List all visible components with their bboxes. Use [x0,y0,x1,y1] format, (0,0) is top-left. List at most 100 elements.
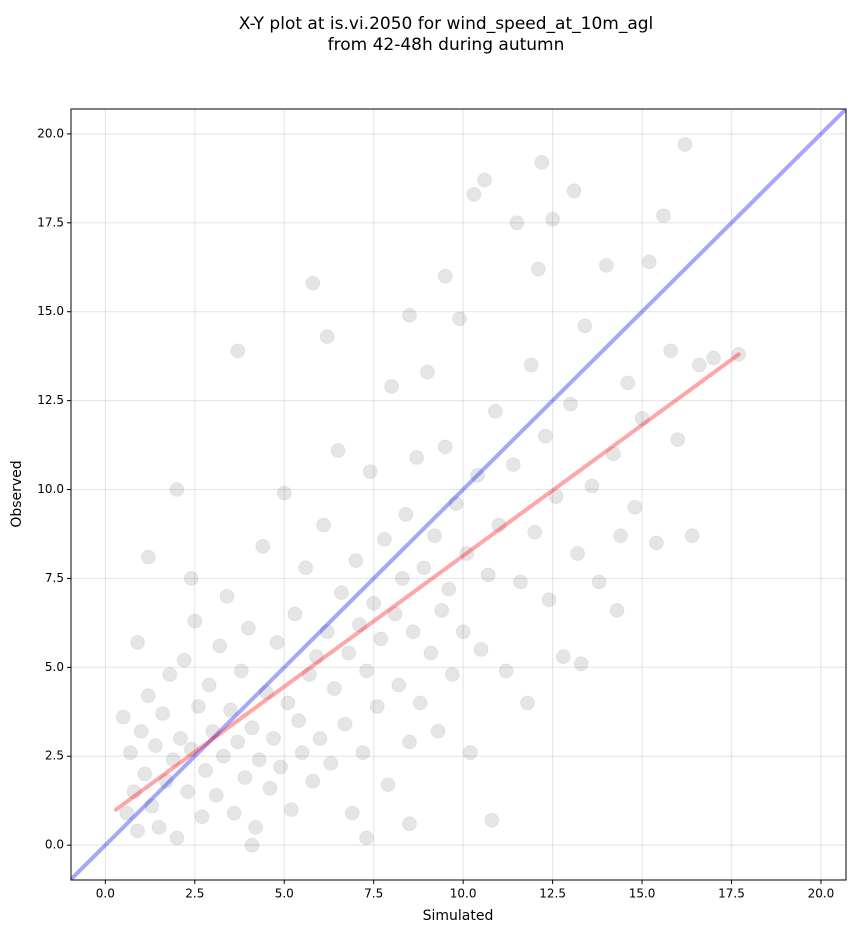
point [212,638,228,654]
point [444,666,460,682]
point [648,535,664,551]
point [398,506,414,522]
point [237,770,253,786]
point [230,343,246,359]
point [373,631,389,647]
point [165,752,181,768]
plot-area [71,109,846,880]
point [183,570,199,586]
point [330,442,346,458]
point [401,816,417,832]
point [613,528,629,544]
reference-line [71,109,846,880]
point [416,560,432,576]
point [523,357,539,373]
point [205,723,221,739]
point [520,695,536,711]
point [244,720,260,736]
point [509,215,525,231]
y-tick-label: 10.0 [37,482,64,496]
x-tick-label: 7.5 [364,887,383,901]
point [448,496,464,512]
point [319,329,335,345]
point [115,709,131,725]
point [562,396,578,412]
point [570,546,586,562]
point [183,741,199,757]
point [423,645,439,661]
y-tick-label: 0.0 [45,838,64,852]
grid [71,109,846,880]
x-tick-label: 15.0 [629,887,656,901]
point [130,634,146,650]
point [308,649,324,665]
point [527,524,543,540]
point [305,275,321,291]
point [477,172,493,188]
point [462,745,478,761]
point [684,528,700,544]
point [130,823,146,839]
point [441,581,457,597]
y-tick-label: 15.0 [37,304,64,318]
y-tick-label: 17.5 [37,215,64,229]
point [512,574,528,590]
point [333,585,349,601]
point [151,819,167,835]
point [226,805,242,821]
point [405,624,421,640]
x-tick-label: 0.0 [96,887,115,901]
point [341,645,357,661]
point [169,482,185,498]
point [119,805,135,821]
point [427,528,443,544]
point [219,588,235,604]
point [573,656,589,672]
point [190,698,206,714]
point [401,734,417,750]
point [258,684,274,700]
point [291,713,307,729]
point [244,837,260,853]
x-tick-label: 17.5 [718,887,745,901]
point [230,734,246,750]
point [663,343,679,359]
axes-frame [70,108,847,881]
point [319,624,335,640]
point [409,450,425,466]
point [294,745,310,761]
point [484,812,500,828]
point [394,570,410,586]
point [355,745,371,761]
point [137,766,153,782]
point [266,730,282,746]
point [362,464,378,480]
x-tick-label: 12.5 [539,887,566,901]
x-tick-label: 5.0 [275,887,294,901]
point [133,723,149,739]
point [577,318,593,334]
point [255,538,271,554]
point [201,677,217,693]
point [537,428,553,444]
point [384,378,400,394]
point [459,546,475,562]
point [670,432,686,448]
point [369,698,385,714]
point [359,830,375,846]
point [656,208,672,224]
point [276,485,292,501]
point [473,642,489,658]
point [530,261,546,277]
point [609,602,625,618]
point [641,254,657,270]
point [305,773,321,789]
point [187,613,203,629]
x-axis-label: Simulated [423,908,494,924]
chart-title: from 42-48h during autumn [328,35,565,55]
y-axis-label: Observed [9,460,25,527]
point [634,410,650,426]
point [584,478,600,494]
y-tick-label: 7.5 [45,571,64,585]
point [691,357,707,373]
